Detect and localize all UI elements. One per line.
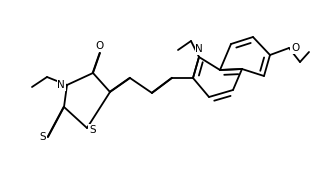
Text: S: S xyxy=(89,125,96,135)
Text: N: N xyxy=(195,44,203,54)
Text: O: O xyxy=(291,43,299,53)
Text: N: N xyxy=(57,80,65,90)
Text: S: S xyxy=(39,132,46,142)
Text: O: O xyxy=(96,41,104,51)
